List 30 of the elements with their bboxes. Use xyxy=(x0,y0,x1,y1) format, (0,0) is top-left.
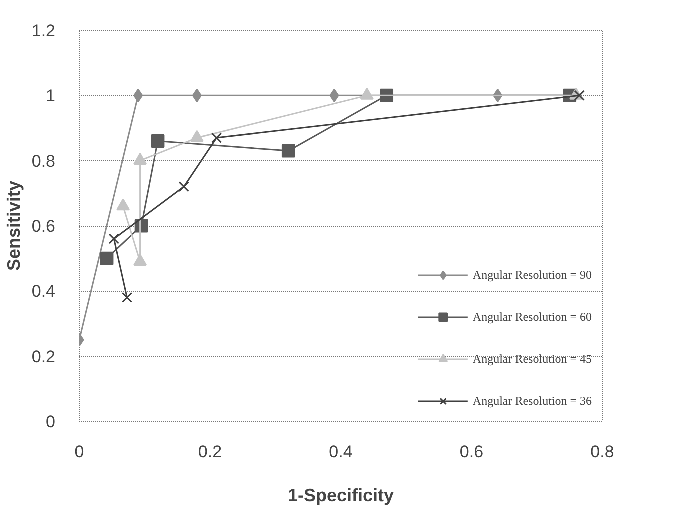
x-tick-label: 0.8 xyxy=(590,442,614,462)
point xyxy=(330,88,340,102)
point xyxy=(211,132,222,144)
y-tick-label: 0.8 xyxy=(32,152,56,171)
y-tick-label: 0.4 xyxy=(32,282,56,302)
y-tick-label: 0 xyxy=(46,412,56,432)
legend-label: Angular Resolution = 36 xyxy=(472,394,592,408)
point xyxy=(100,252,114,266)
x-tick-label: 0 xyxy=(74,442,84,462)
legend-label: Angular Resolution = 90 xyxy=(472,268,592,282)
y-axis-title: Sensitivity xyxy=(4,180,24,272)
x-tick-label: 0.2 xyxy=(198,442,222,462)
y-tick-label: 1.2 xyxy=(32,22,56,40)
point xyxy=(134,88,144,102)
point xyxy=(122,292,133,304)
x-axis-title: 1-Specificity xyxy=(288,486,394,506)
point xyxy=(108,234,120,244)
point xyxy=(282,144,296,158)
x-tick-label: 0.6 xyxy=(460,442,484,462)
x-tick-label: 0.4 xyxy=(329,442,353,462)
point xyxy=(134,153,148,166)
y-tick-label: 0.2 xyxy=(32,347,56,366)
y-tick-label: 1 xyxy=(46,86,56,106)
legend-label: Angular Resolution = 45 xyxy=(472,352,592,366)
point xyxy=(574,90,585,102)
legend-label: Angular Resolution = 60 xyxy=(472,310,592,324)
point xyxy=(192,88,202,102)
y-tick-label: 0.6 xyxy=(32,217,56,236)
point xyxy=(151,134,165,148)
point xyxy=(178,182,190,192)
